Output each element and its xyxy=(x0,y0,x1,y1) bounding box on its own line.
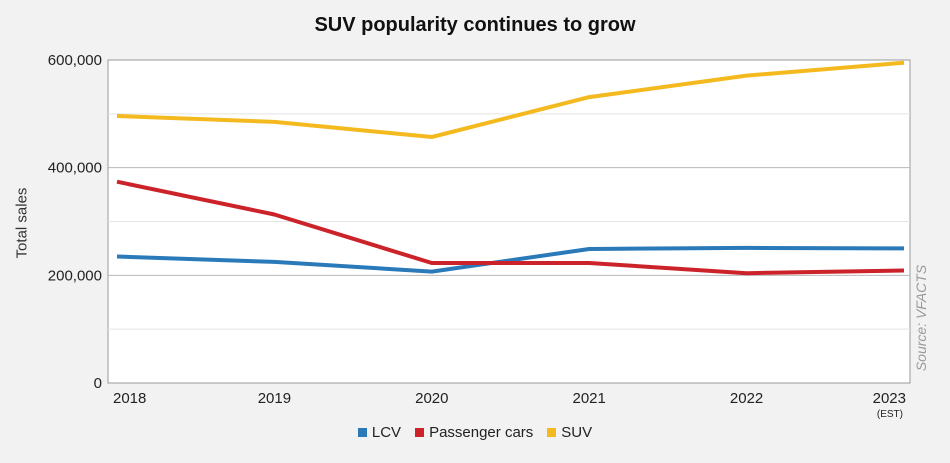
legend-swatch xyxy=(547,428,557,437)
legend: LCV Passenger cars SUV xyxy=(0,424,950,441)
series-line-lcv xyxy=(116,245,905,274)
x-tick-note: (EST) xyxy=(877,409,903,420)
chart-title: SUV popularity continues to grow xyxy=(314,14,636,36)
legend-label: LCV xyxy=(371,424,402,441)
x-tick-label: 2018 xyxy=(113,390,146,407)
legend-item: LCV xyxy=(357,424,402,441)
x-tick-label: 2022 xyxy=(730,390,763,407)
legend-swatch xyxy=(357,428,367,437)
series-line-suv xyxy=(116,60,905,139)
y-tick-label: 200,000 xyxy=(48,267,102,284)
legend-swatch xyxy=(415,428,425,437)
x-tick-label: 2023 xyxy=(873,390,906,407)
series-line-passenger-cars xyxy=(116,179,905,276)
x-tick-label: 2021 xyxy=(573,390,606,407)
x-tick-label: 2019 xyxy=(258,390,291,407)
legend-label: Passenger cars xyxy=(429,424,534,441)
y-tick-label: 600,000 xyxy=(48,52,102,69)
y-tick-label: 400,000 xyxy=(48,160,102,177)
y-tick-label: 0 xyxy=(94,375,102,392)
legend-item: SUV xyxy=(547,424,592,441)
x-tick-label: 2020 xyxy=(415,390,448,407)
legend-label: SUV xyxy=(561,424,593,441)
legend-item: Passenger cars xyxy=(415,424,533,441)
